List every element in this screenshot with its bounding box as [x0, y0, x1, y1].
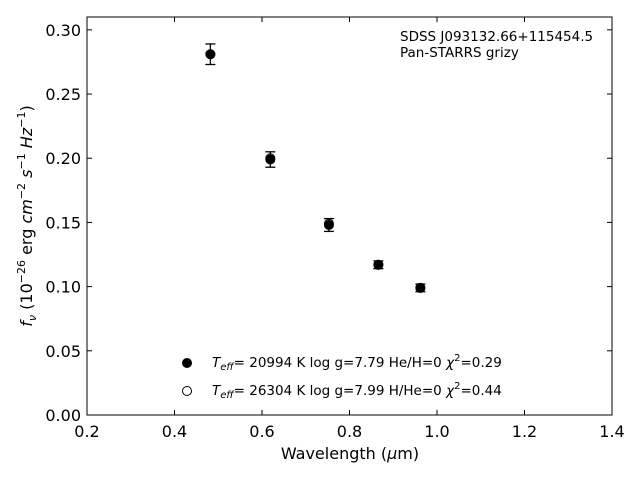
data-point	[205, 49, 216, 60]
annotation-object: SDSS J093132.66+115454.5	[400, 29, 593, 45]
x-tick-label: 1.4	[599, 422, 624, 441]
legend-marker-open	[182, 386, 192, 396]
x-tick-label: 0.4	[162, 422, 187, 441]
y-tick-label: 0.05	[45, 342, 81, 361]
y-tick-label: 0.30	[45, 21, 81, 40]
ticks: 0.2 0.4 0.6 0.8 1.0 1.2 1.4 0.00 0.05 0.10 0.15 0.2…	[45, 17, 625, 441]
legend: Teff= 20994 K log g=7.79 He/H=0 χ2=0.29 …	[182, 353, 502, 401]
data-point	[373, 259, 384, 270]
x-axis-label: Wavelength (μm)	[281, 444, 419, 463]
y-tick-label: 0.15	[45, 213, 81, 232]
x-tick-label: 0.2	[74, 422, 99, 441]
y-tick-label: 0.00	[45, 406, 81, 425]
annotation-survey: Pan-STARRS grizy	[400, 45, 519, 61]
data-point	[323, 219, 334, 230]
data-point	[415, 282, 426, 293]
y-axis-label: fν (10−26 erg cm−2 s−1 Hz−1)	[15, 105, 39, 326]
x-tick-label: 1.2	[512, 422, 537, 441]
legend-marker-filled	[182, 358, 192, 368]
y-tick-label: 0.25	[45, 85, 81, 104]
data-point	[265, 154, 276, 165]
y-tick-label: 0.10	[45, 278, 81, 297]
legend-entry-1: Teff= 20994 K log g=7.79 He/H=0 χ2=0.29	[212, 353, 502, 373]
x-tick-label: 0.6	[249, 422, 274, 441]
legend-entry-2: Teff= 26304 K log g=7.99 H/He=0 χ2=0.44	[212, 381, 502, 401]
data-points	[205, 43, 426, 293]
y-tick-label: 0.20	[45, 149, 81, 168]
x-tick-label: 0.8	[337, 422, 362, 441]
x-tick-label: 1.0	[424, 422, 449, 441]
